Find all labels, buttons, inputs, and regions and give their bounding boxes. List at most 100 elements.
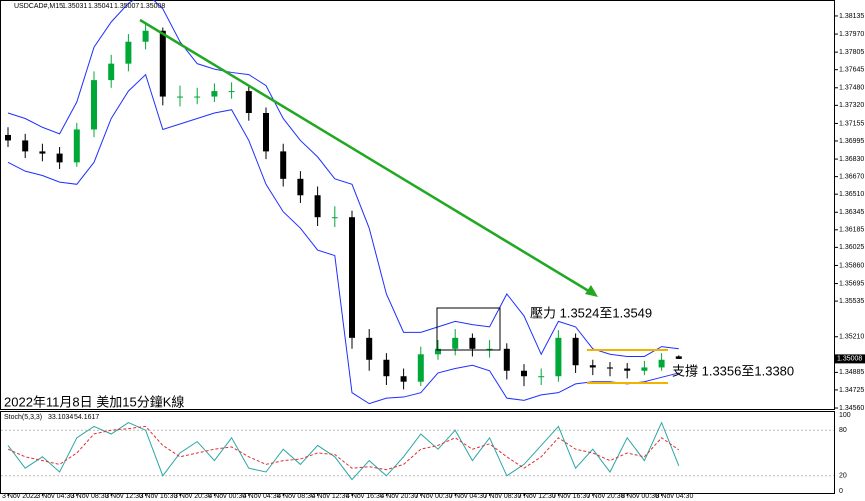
x-tick-label: 7 Nov 16:30 [552,493,590,500]
x-tick-label: 4 Nov 04:30 [243,493,281,500]
y-tick-label: 1.36025 [839,244,864,251]
candle-body [607,367,613,369]
x-tick-label: 7 Nov 08:30 [484,493,522,500]
candle-body [5,134,11,141]
y-tick-label: 1.34560 [839,405,864,412]
stoch-tick-label: 20 [839,473,847,480]
candle-body [435,348,441,355]
candle-body [125,41,132,64]
candle-body [589,365,596,368]
bollinger-band [7,0,679,357]
candle-body [349,217,355,338]
y-tick-label: 1.36345 [839,209,864,216]
candle-body [452,337,459,349]
stoch-tick-label: 80 [839,427,847,434]
stoch-name: Stoch(5,3,3) [4,414,42,421]
candle-body [555,337,562,377]
y-tick-label: 1.38135 [839,13,864,20]
candle-body [263,113,269,152]
candle-body [211,91,218,97]
candle-body [297,178,304,196]
candle-body [331,217,338,219]
x-tick-label: 7 Nov 12:30 [518,493,556,500]
x-tick-label: 3 Nov 20:30 [174,493,212,500]
x-tick-label: 4 Nov 08:30 [277,493,315,500]
y-tick-label: 1.36510 [839,191,864,198]
main-panel [0,0,835,410]
x-tick-label: 3 Nov 16:30 [140,493,178,500]
y-tick-label: 1.36670 [839,173,864,180]
resistance-box [436,307,501,351]
candle-body [400,376,407,382]
price-box [835,354,865,364]
y-tick-label: 1.36995 [839,138,864,145]
header-value: 1.35031 [62,3,87,10]
header-value: 1.35008 [140,3,165,10]
candle-body [469,337,476,349]
x-tick-label: 7 Nov 04:30 [449,493,487,500]
stoch-tick-label: 100 [839,412,851,419]
x-tick-label: 4 Nov 00:30 [208,493,246,500]
x-tick-label: 3 Nov 12:30 [105,493,143,500]
candle-body [22,140,29,152]
candle-body [73,129,80,163]
stoch-value: 54.1617 [74,414,99,421]
y-tick-label: 1.37320 [839,102,864,109]
y-tick-label: 1.35535 [839,298,864,305]
candle-body [91,80,97,130]
y-tick-label: 1.35860 [839,262,864,269]
x-tick-label: 7 Nov 20:30 [587,493,625,500]
candle-body [521,370,527,377]
stoch-panel [0,411,835,494]
candle-body [624,368,631,371]
support-note: 支撐 1.3356至1.3380 [672,363,794,378]
candle-body [486,348,493,350]
header-value: 1.35041 [88,3,113,10]
stoch-tick-label: 0 [839,488,843,495]
x-tick-label: 3 Nov 08:30 [71,493,109,500]
resistance-note: 壓力 1.3524至1.3549 [530,305,652,320]
candle-body [383,359,390,377]
y-tick-label: 1.37970 [839,31,864,38]
y-tick-label: 1.37645 [839,67,864,74]
candle-body [417,354,424,382]
candle-body [177,96,183,98]
y-tick-label: 1.35695 [839,280,864,287]
x-tick-label: 4 Nov 16:30 [346,493,384,500]
y-tick-label: 1.37155 [839,120,864,127]
x-tick-label: 3 Nov 2022 [2,493,38,500]
candle-body [366,337,373,360]
x-tick-label: 4 Nov 12:30 [312,493,350,500]
candle-body [658,359,665,368]
candle-body [641,367,648,371]
y-tick-label: 1.35210 [839,334,864,341]
candle-body [280,151,287,179]
x-tick-label: 8 Nov 00:30 [621,493,659,500]
last-price: 1.35008 [837,356,862,363]
candle-body [108,63,115,81]
y-tick-label: 1.34885 [839,369,864,376]
y-tick-label: 1.36185 [839,227,864,234]
x-tick-label: 7 Nov 00:30 [415,493,453,500]
candle-body [503,348,510,371]
candle-body [572,337,579,366]
candle-body [159,30,166,97]
candle-body [194,96,201,98]
y-tick-label: 1.34725 [839,387,864,394]
header-value: 1.35007 [114,3,139,10]
trend-arrow [585,285,598,297]
y-tick-label: 1.36830 [839,156,864,163]
candle-body [675,356,682,359]
candle-body [314,195,321,218]
candle-body [245,91,252,114]
candle-body [39,151,46,154]
stoch-line [7,421,680,481]
y-tick-label: 1.37805 [839,49,864,56]
x-tick-label: 4 Nov 20:30 [380,493,418,500]
candle-body [228,91,235,93]
chart-caption: 2022年11月8日 美加15分鐘K線 [4,394,184,409]
stoch-line [7,425,680,471]
trend-line [139,18,593,295]
candle-body [142,30,149,42]
